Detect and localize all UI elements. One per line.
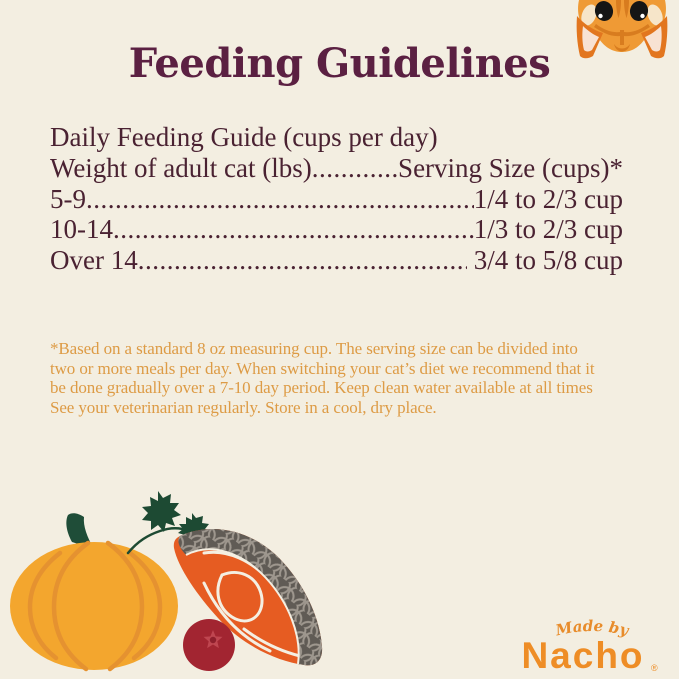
table-row: Over 14 ................................… xyxy=(50,245,623,276)
page-title: Feeding Guidelines xyxy=(128,40,551,87)
salmon-fillet-illustration xyxy=(173,529,323,666)
disclaimer-line: be done gradually over a 7-10 day period… xyxy=(50,378,593,398)
table-row: 5-9 ....................................… xyxy=(50,184,623,215)
disclaimer-line: two or more meals per day. When switchin… xyxy=(50,358,595,378)
serving-cell: 1/4 to 2/3 cup xyxy=(473,183,623,214)
disclaimer-line: *Based on a standard 8 oz measuring cup.… xyxy=(50,339,578,358)
food-illustration xyxy=(10,491,323,672)
table-heading: Daily Feeding Guide (cups per day) xyxy=(50,122,438,152)
cat-face-icon xyxy=(576,0,668,59)
table-row: 10-14 ..................................… xyxy=(50,214,623,245)
serving-cell: 1/3 to 2/3 cup xyxy=(473,214,623,244)
column-header-weight: Weight of adult cat (lbs) xyxy=(50,153,312,183)
weight-cell: 5-9 xyxy=(50,183,86,214)
dot-leader: ........................................… xyxy=(86,183,474,214)
dot-leader: ........................................… xyxy=(137,244,467,275)
svg-text:Made by: Made by xyxy=(553,617,631,640)
nacho-logo: Made by Nacho ® xyxy=(521,617,658,676)
column-header-serving: Serving Size (cups)* xyxy=(398,153,623,183)
disclaimer-line: See your veterinarian regularly. Store i… xyxy=(50,397,437,417)
registered-trademark-icon: ® xyxy=(651,663,658,673)
weight-cell: Over 14 xyxy=(50,244,138,275)
weight-cell: 10-14 xyxy=(50,214,113,244)
table-column-header-row: Weight of adult cat (lbs) ..............… xyxy=(50,153,623,184)
pumpkin-illustration xyxy=(10,513,178,672)
dot-leader: ........................................… xyxy=(311,153,399,183)
feeding-guide-table: Daily Feeding Guide (cups per day) Weigh… xyxy=(50,122,623,275)
dot-leader: ........................................… xyxy=(113,214,474,244)
logo-tagline: Made by xyxy=(553,617,631,640)
serving-cell: 3/4 to 5/8 cup xyxy=(473,244,623,275)
disclaimer-text: *Based on a standard 8 oz measuring cup.… xyxy=(50,339,595,417)
cranberry-illustration xyxy=(183,619,235,671)
logo-brand-name: Nacho xyxy=(521,635,644,676)
